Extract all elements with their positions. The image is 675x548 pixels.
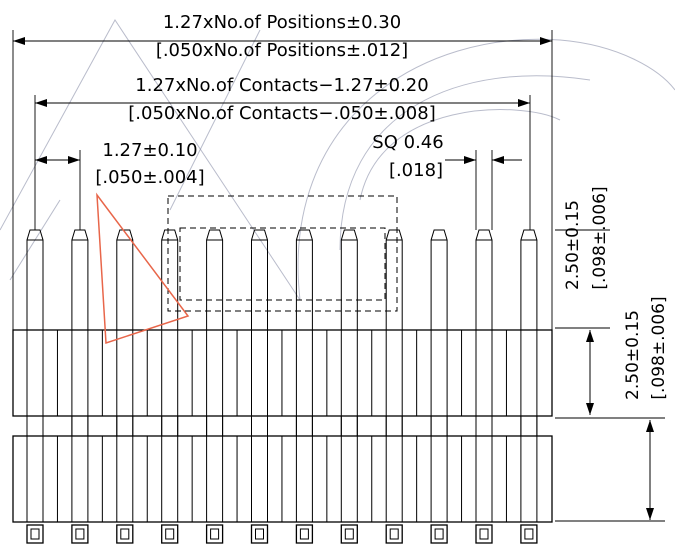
pin (26, 229, 44, 330)
pin-gap-segment (475, 415, 493, 437)
pin-pad-inner (30, 528, 40, 540)
dashed-outline-outer (167, 195, 398, 312)
pin (475, 229, 493, 330)
pin-pad-inner (75, 528, 85, 540)
pitch-label-mm: 1.27±0.10 (102, 140, 197, 161)
pin (520, 229, 538, 330)
overall-dimension (12, 30, 553, 330)
pin-pad (250, 524, 269, 544)
pitch-dimension (35, 150, 81, 230)
pin-pad (116, 524, 134, 544)
pin (161, 229, 179, 330)
pin (71, 229, 89, 330)
pin-gap-segment (520, 415, 538, 437)
sq-label-in: [.018] (389, 160, 443, 181)
pin-pad-inner (389, 528, 399, 540)
sq-dimension (445, 150, 522, 230)
pin-pad (430, 524, 448, 544)
pin (251, 229, 268, 330)
pin-pad-inner (479, 528, 489, 540)
contacts-label-mm: 1.27xNo.of Contacts−1.27±0.20 (135, 75, 428, 96)
contacts-label-in: [.050xNo.of Contacts−.050±.008] (128, 103, 435, 124)
body-height-label-mm: 2.50±0.15 (623, 310, 643, 400)
pin-gap-segment (116, 415, 134, 437)
overall-label-in: [.050xNo.of Positions±.012] (156, 40, 408, 61)
pin (116, 229, 134, 330)
upper-housing (12, 329, 553, 417)
highlight-triangle (96, 192, 190, 345)
pin-pad-inner (120, 528, 130, 540)
pin-gap-segment (206, 415, 224, 437)
pin (206, 229, 224, 330)
pin (385, 229, 403, 330)
pin-pad (520, 524, 538, 544)
pin-gap-segment (161, 415, 179, 437)
overall-label-mm: 1.27xNo.of Positions±0.30 (163, 12, 401, 33)
pin (430, 229, 448, 330)
pin-height-label-in: [.098±.006] (590, 186, 610, 289)
pin-pad-inner (344, 528, 354, 540)
dashed-outline-inner (179, 227, 386, 301)
pin (295, 229, 313, 330)
lower-housing (12, 435, 553, 523)
pin-gap-segment (295, 415, 313, 437)
pin-pad-inner (255, 528, 264, 540)
pin-pad-inner (299, 528, 309, 540)
pin-row (26, 229, 538, 330)
pin-gap-segment (430, 415, 448, 437)
housing-dividers (26, 330, 538, 522)
pad-row (26, 524, 538, 544)
pin-gap-segment (251, 415, 268, 437)
pin-pad-inner (524, 528, 534, 540)
body-height-dimension (555, 417, 665, 522)
pin-pad (385, 524, 403, 544)
pin-pad-inner (434, 528, 444, 540)
pin-pad (71, 524, 89, 544)
pin-pad (340, 524, 358, 544)
pin-pad-inner (210, 528, 220, 540)
pin-pad (295, 524, 314, 544)
pin (340, 229, 358, 330)
body-height-label-in: [.098±.006] (649, 296, 669, 399)
pitch-label-in: [.050±.004] (95, 167, 204, 188)
pin-height-dimension (555, 229, 610, 415)
pin-gap-segment (71, 415, 89, 437)
pin-height-label-mm: 2.50±0.15 (563, 200, 583, 290)
pin-gap-segment (26, 415, 44, 437)
pin-pad (161, 524, 179, 544)
pin-pad (475, 524, 493, 544)
sq-label-mm: SQ 0.46 (372, 132, 443, 153)
pin-pad (26, 524, 44, 544)
pin-gap-segment (340, 415, 358, 437)
pin-gap-segment (385, 415, 403, 437)
pin-pad-inner (165, 528, 175, 540)
pin-pad (205, 524, 224, 544)
